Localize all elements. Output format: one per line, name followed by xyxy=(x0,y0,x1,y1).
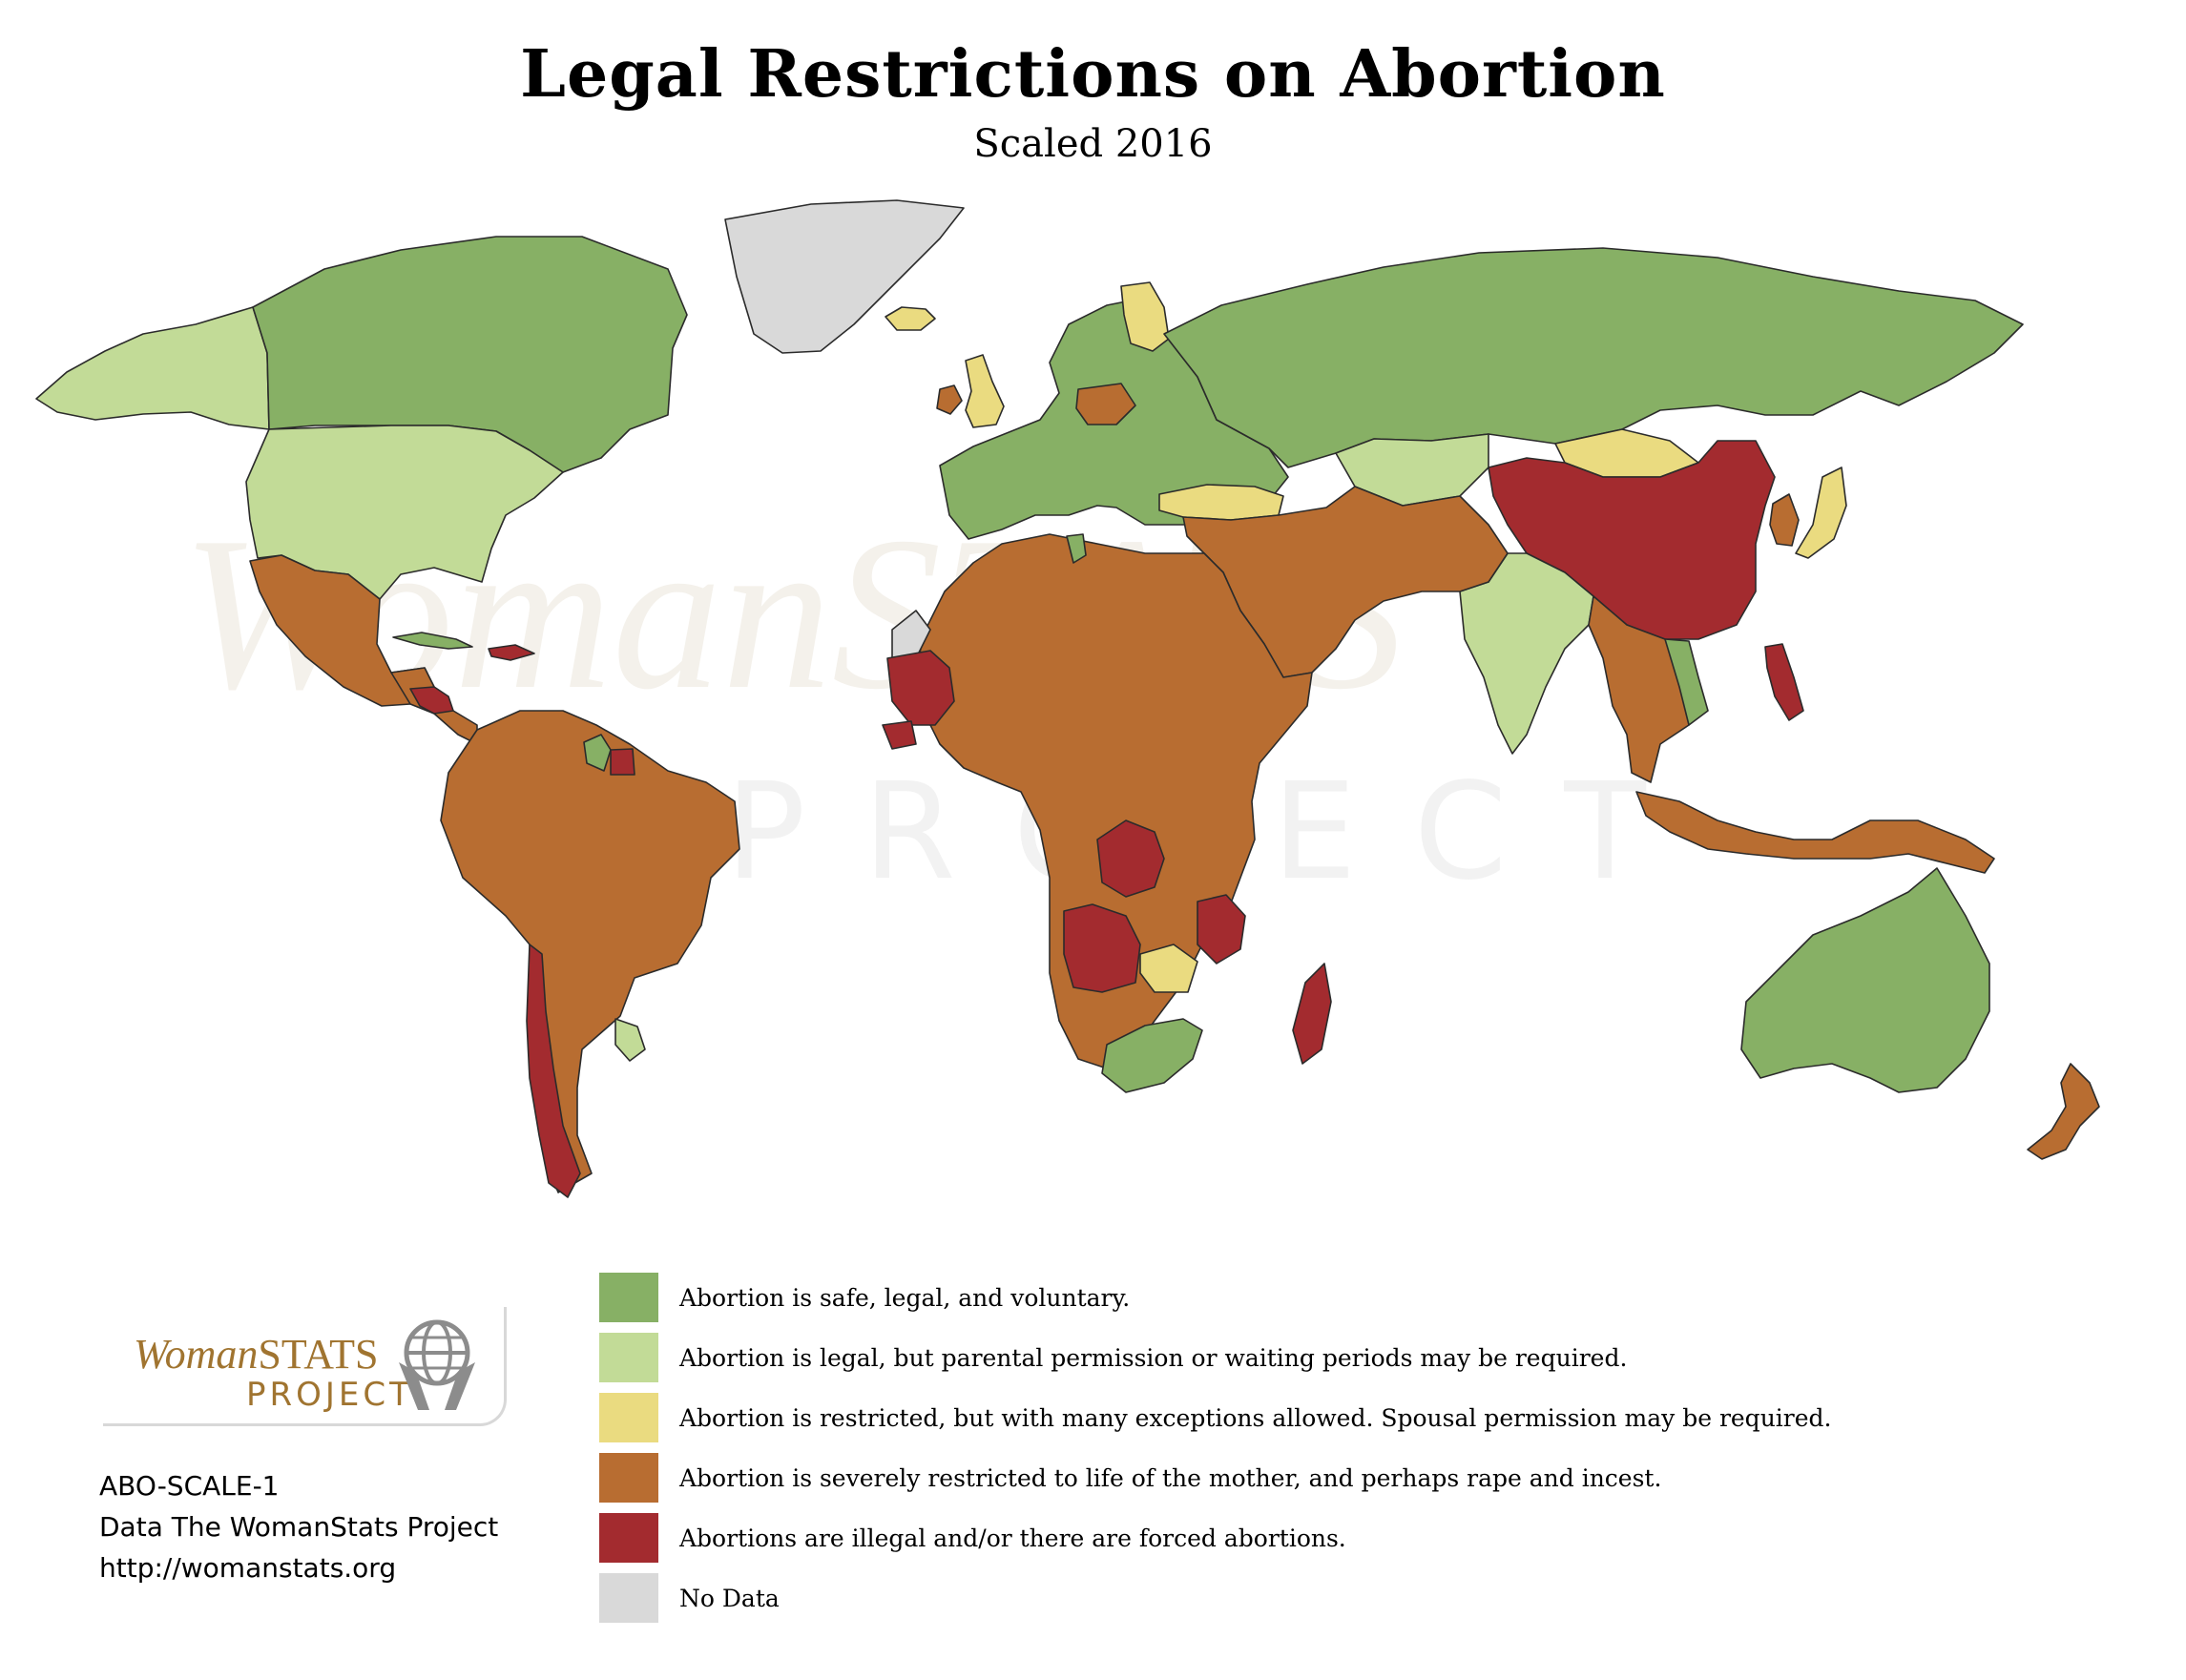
region-cuba xyxy=(392,632,473,650)
region-korea xyxy=(1769,493,1800,547)
logo-wordmark-lead: Woman xyxy=(134,1331,259,1378)
globe-hands-icon xyxy=(399,1319,475,1410)
region-india xyxy=(1459,552,1594,755)
region-south-america xyxy=(440,710,740,1193)
legend-label: Abortion is safe, legal, and voluntary. xyxy=(679,1284,1131,1312)
source-url: http://womanstats.org xyxy=(99,1552,397,1584)
legend-label: Abortion is severely restricted to life … xyxy=(679,1464,1662,1492)
region-uruguay xyxy=(614,1018,646,1062)
logo-wordmark-tail: STATS xyxy=(258,1331,379,1378)
region-indonesia-new-guinea xyxy=(1635,791,1995,874)
map-subtitle: Scaled 2016 xyxy=(973,122,1213,166)
legend-swatch xyxy=(599,1513,658,1563)
map-title: Legal Restrictions on Abortion xyxy=(520,36,1666,113)
region-new-zealand xyxy=(2027,1063,2100,1160)
region-zambia xyxy=(1139,944,1198,993)
legend-swatch xyxy=(599,1333,658,1382)
region-united-states xyxy=(245,425,564,600)
legend-swatch xyxy=(599,1453,658,1503)
region-iceland xyxy=(885,306,936,331)
region-mauritania xyxy=(886,650,955,726)
region-vietnam xyxy=(1664,638,1709,726)
region-congo xyxy=(1096,819,1165,898)
logo-card xyxy=(103,1307,507,1426)
region-finland xyxy=(1120,281,1170,352)
region-suriname xyxy=(610,748,635,776)
region-alaska xyxy=(35,306,270,430)
region-ireland xyxy=(936,384,963,415)
region-western-sahara xyxy=(891,610,931,659)
legend-label: Abortion is legal, but parental permissi… xyxy=(679,1344,1628,1372)
source-credit: Data The WomanStats Project xyxy=(99,1511,499,1543)
region-guyana xyxy=(583,734,612,772)
source-code: ABO-SCALE-1 xyxy=(99,1470,280,1502)
region-russia xyxy=(1163,247,2024,468)
region-nicaragua-el-salvador-honduras xyxy=(409,686,454,715)
legend-swatch xyxy=(599,1273,658,1322)
legend-item-severely-restricted: Abortion is severely restricted to life … xyxy=(599,1453,2030,1503)
region-angola xyxy=(1063,903,1141,993)
legend-item-illegal-forced: Abortions are illegal and/or there are f… xyxy=(599,1513,2030,1563)
legend-swatch xyxy=(599,1573,658,1623)
region-madagascar xyxy=(1292,963,1332,1065)
logo-wordmark: WomanSTATS xyxy=(134,1330,378,1379)
legend-label: No Data xyxy=(679,1585,780,1612)
legend-label: Abortion is restricted, but with many ex… xyxy=(679,1404,1832,1432)
region-poland xyxy=(1075,383,1136,425)
region-south-africa xyxy=(1101,1018,1203,1093)
region-great-britain xyxy=(965,354,1005,428)
legend-item-legal-with-conditions: Abortion is legal, but parental permissi… xyxy=(599,1333,2030,1382)
region-tanzania xyxy=(1197,894,1246,964)
legend-item-no-data: No Data xyxy=(599,1573,2030,1623)
region-chile xyxy=(526,944,581,1198)
region-turkey xyxy=(1158,484,1284,521)
region-senegal xyxy=(882,720,917,750)
region-australia xyxy=(1740,867,1990,1093)
legend-label: Abortions are illegal and/or there are f… xyxy=(679,1524,1346,1552)
region-tunisia xyxy=(1066,533,1087,564)
region-canada xyxy=(252,236,688,473)
source-block: ABO-SCALE-1 Data The WomanStats Project … xyxy=(99,1465,498,1588)
legend-swatch xyxy=(599,1393,658,1442)
region-hispaniola xyxy=(488,644,535,661)
legend-item-safe: Abortion is safe, legal, and voluntary. xyxy=(599,1273,2030,1322)
region-japan xyxy=(1795,467,1847,559)
logo-project: PROJECT xyxy=(246,1376,413,1414)
world-map: WomanSTATS PROJECT xyxy=(35,199,2100,1198)
region-greenland xyxy=(724,199,965,354)
region-philippines xyxy=(1764,643,1804,721)
legend-item-restricted-exceptions: Abortion is restricted, but with many ex… xyxy=(599,1393,2030,1442)
